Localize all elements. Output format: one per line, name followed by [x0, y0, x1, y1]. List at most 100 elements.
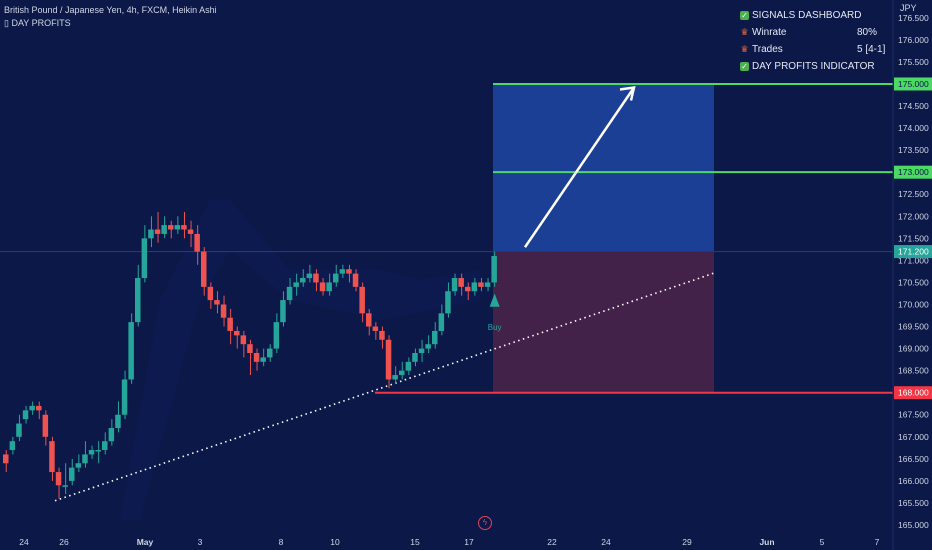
trendline: [54, 271, 716, 502]
candle-body: [168, 225, 174, 230]
candle: [82, 441, 88, 468]
indicator-row: ✓ DAY PROFITS INDICATOR: [740, 61, 875, 72]
position-zones: [493, 83, 714, 393]
candle-body: [372, 326, 379, 331]
check-icon: ✓: [740, 61, 749, 71]
candle-body: [108, 427, 115, 442]
candle-body: [115, 414, 121, 428]
price-tick-label: 165.500: [898, 498, 929, 508]
candle-body: [95, 450, 101, 452]
candle-body: [214, 300, 220, 305]
buy-marker[interactable]: [489, 293, 500, 307]
winrate-label: Winrate: [752, 27, 787, 39]
candle: [339, 264, 346, 279]
currency-label: JPY: [900, 3, 917, 13]
time-tick-label: 22: [547, 537, 557, 547]
price-tag-text: 171.200: [898, 247, 929, 257]
candle-body: [273, 322, 280, 349]
candle: [399, 361, 405, 380]
target1-price-tag[interactable]: 173.000: [894, 165, 932, 179]
price-tick-label: 171.000: [898, 255, 929, 265]
candle-body: [471, 282, 478, 292]
candle: [95, 441, 101, 464]
candle: [128, 313, 134, 384]
candle: [22, 405, 29, 424]
candle-body: [207, 286, 214, 301]
candle: [3, 450, 9, 473]
trades-label: Trades: [752, 44, 783, 56]
candle: [220, 295, 227, 327]
target-arrow-shaft: [523, 86, 636, 248]
price-tag-bg: [894, 165, 932, 179]
trades-value: 5 [4-1]: [857, 44, 886, 55]
target-arrow: [523, 86, 636, 248]
candle-body: [201, 251, 207, 287]
candle: [181, 211, 187, 239]
candle: [260, 348, 266, 367]
lightning-icon[interactable]: ϟ: [478, 516, 492, 530]
candle-body: [121, 379, 128, 415]
candle: [280, 291, 286, 327]
symbol-title: British Pound / Japanese Yen, 4h, FXCM, …: [4, 5, 217, 15]
indicator-label: DAY PROFITS INDICATOR: [752, 61, 875, 72]
candle: [306, 264, 313, 283]
price-axis[interactable]: 176.500 176.000 175.500 175.000 174.500 174.0…: [892, 0, 932, 550]
candle-body: [484, 282, 491, 287]
candle: [55, 467, 62, 499]
target-arrow-head: [619, 86, 636, 101]
candle-body: [135, 278, 141, 323]
candle: [319, 278, 326, 296]
check-icon: ✓: [740, 10, 749, 20]
candle-body: [141, 238, 148, 279]
candle: [174, 216, 181, 234]
background-shading: [120, 200, 480, 520]
candle-body: [313, 273, 319, 283]
candle-body: [75, 463, 82, 468]
target2-price-tag[interactable]: 175.000: [894, 77, 932, 91]
trophy-icon: ♛: [740, 44, 749, 54]
time-tick-label: May: [137, 537, 154, 547]
candle: [75, 454, 82, 473]
candle: [359, 282, 365, 323]
candle: [300, 269, 306, 287]
indicator-title[interactable]: ▯ DAY PROFITS: [4, 18, 71, 28]
time-axis[interactable]: 24 26 May 3 8 10 15 17 22 24 29 Jun 5 7: [19, 537, 879, 547]
candle-body: [220, 304, 227, 318]
price-tick-label: 170.500: [898, 277, 929, 287]
candle: [286, 278, 293, 305]
price-tick-label: 176.500: [898, 13, 929, 23]
candle: [194, 225, 200, 265]
candle-body: [260, 357, 266, 362]
candle-body: [102, 441, 108, 451]
candle: [207, 282, 214, 309]
current-price-tag[interactable]: 171.200: [894, 245, 932, 259]
candle: [491, 251, 497, 287]
candle: [465, 282, 471, 301]
price-tick-label: 170.000: [898, 299, 929, 309]
candle-body: [247, 344, 253, 353]
candle-body: [405, 361, 412, 371]
candle-body: [161, 225, 167, 234]
candle: [234, 326, 240, 349]
stop-price-tag[interactable]: 168.000: [894, 386, 932, 400]
time-tick-label: 17: [464, 537, 474, 547]
candle: [154, 211, 161, 243]
candle-body: [22, 410, 29, 420]
candle: [484, 278, 491, 292]
candle-body: [280, 300, 286, 323]
candle-body: [194, 233, 200, 252]
price-tick-label: 166.500: [898, 454, 929, 464]
candle-body: [352, 273, 359, 287]
candle-body: [69, 467, 75, 481]
price-tick-label: 165.000: [898, 520, 929, 530]
time-tick-label: 29: [682, 537, 692, 547]
price-levels[interactable]: [375, 82, 893, 394]
price-tick-label: 169.000: [898, 344, 929, 354]
candle-body: [418, 348, 425, 353]
candle: [372, 322, 379, 340]
candle-body: [148, 229, 154, 239]
candle: [161, 216, 167, 239]
candle-body: [465, 286, 471, 292]
candle-body: [88, 450, 95, 455]
